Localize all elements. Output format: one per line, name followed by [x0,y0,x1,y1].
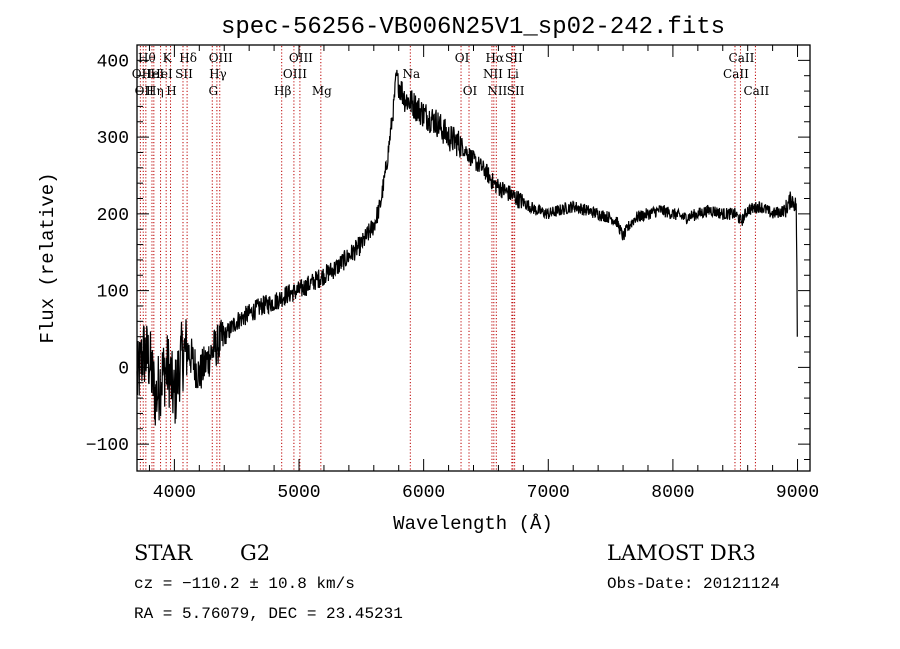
line-label-Mg: Mg [312,84,332,98]
line-label-OII: OII [135,84,155,98]
line-label-SII: SII [507,84,525,98]
x-tick-label: 8000 [651,483,694,503]
line-label-HeI: HeI [142,67,165,81]
flux-series-line [136,69,798,426]
line-label-NII: NII [487,84,507,98]
line-label-SII: SII [175,67,193,81]
line-label-HeI: HeI [150,67,173,81]
line-label-Na: Na [402,67,420,81]
y-tick-label: 400 [97,52,129,72]
x-tick-label: 4000 [153,483,196,503]
line-label-OI: OI [455,51,470,65]
line-label-CaII: CaII [743,84,769,98]
line-label-OIII: OIII [209,51,233,65]
x-tick-label: 7000 [527,483,570,503]
line-label-H: H [166,84,176,98]
line-label-K: K [163,51,173,65]
line-label-Hδ: Hδ [179,51,197,65]
radial-velocity: cz = −110.2 ± 10.8 km/s [134,575,355,593]
line-label-CaII: CaII [729,51,755,65]
line-label-Hθ: Hθ [138,51,156,65]
y-tick-label: −100 [86,436,129,456]
chart-title: spec-56256-VB006N25V1_sp02-242.fits [221,14,725,41]
line-label-SII: SII [505,51,523,65]
line-label-OI: OI [463,84,478,98]
line-label-Hη: Hη [146,84,164,98]
y-tick-label: 300 [97,129,129,149]
survey-name: LAMOST DR3 [607,541,756,565]
x-tick-label: 6000 [402,483,445,503]
line-label-Hα: Hα [486,51,505,65]
line-label-NII: NII [483,67,503,81]
object-class: STAR [134,541,193,565]
plot-frame [136,44,811,472]
line-label-CaII: CaII [723,67,749,81]
x-tick-label: 5000 [277,483,320,503]
y-axis-label: Flux (relative) [37,172,59,343]
line-label-OIII: OIII [283,67,307,81]
spectral-subclass: G2 [240,541,271,565]
line-label-Li: Li [507,67,519,81]
x-axis-label: Wavelength (Å) [393,513,553,535]
line-label-G: G [208,84,218,98]
y-tick-label: 100 [97,283,129,303]
y-tick-label: 200 [97,206,129,226]
line-label-Hγ: Hγ [209,67,227,81]
axis-ticks: 4000 5000 6000 7000 8000 9000 −100 0 100 200 300 40… [86,44,819,503]
line-label-OIII: OIII [289,51,313,65]
spectral-line-markers [139,46,756,470]
y-tick-label: 0 [118,359,129,379]
spectral-line-labels: HθOIIOIIHeIHηHeIKHSIIHδGHγOIIIHβOIIIOIII… [132,51,770,98]
x-tick-label: 9000 [776,483,819,503]
sky-coordinates: RA = 5.76079, DEC = 23.45231 [134,605,403,623]
line-label-Hβ: Hβ [274,84,291,98]
observation-date: Obs-Date: 20121124 [607,575,780,593]
